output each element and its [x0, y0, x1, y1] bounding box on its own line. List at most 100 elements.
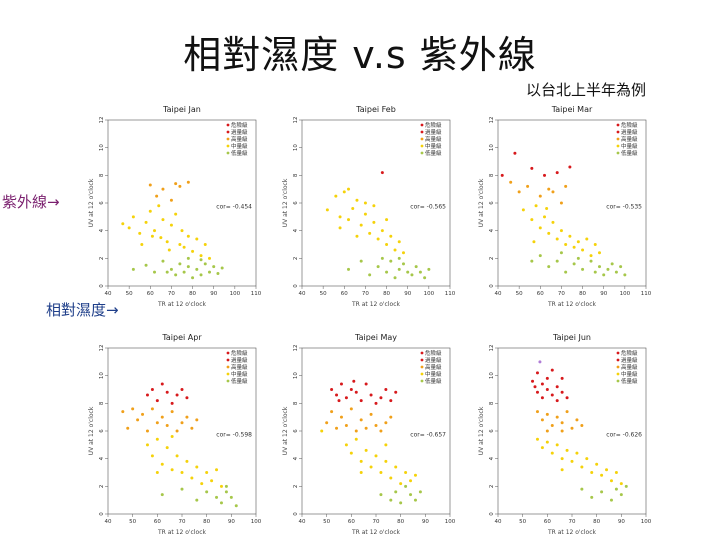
data-point	[153, 229, 157, 233]
data-point	[560, 457, 564, 461]
data-point	[180, 229, 184, 233]
y-axis-label: UV at 12 o'clock	[282, 406, 289, 455]
data-point	[545, 207, 549, 211]
data-point	[145, 443, 149, 447]
data-point	[540, 446, 544, 450]
data-point	[368, 273, 372, 277]
data-point	[619, 493, 623, 497]
uv-callout-text: 紫外線	[2, 193, 48, 211]
chart-panel-jun: Taipei Jun 40 50 60 70 80 90 100 0 2 4 6 8 10 12 TR at …	[476, 328, 652, 540]
data-point	[190, 426, 194, 430]
data-point	[161, 218, 165, 222]
data-point	[335, 426, 339, 430]
legend-marker	[226, 372, 230, 376]
data-point	[500, 173, 504, 177]
data-point	[155, 421, 159, 425]
data-point	[359, 259, 363, 263]
data-point	[364, 382, 368, 386]
scatter-plot: Taipei Feb 40 50 60 70 80 90 100 110 0 2 4 6 8 10 12 TR …	[282, 105, 456, 308]
y-tick-label: 8	[293, 173, 299, 177]
data-point	[165, 240, 169, 244]
data-point	[585, 457, 589, 461]
data-point	[191, 276, 195, 280]
x-tick-label: 80	[397, 519, 404, 525]
legend-label: 過量級	[621, 128, 638, 136]
data-point	[389, 498, 393, 502]
data-point	[397, 267, 401, 271]
data-point	[555, 385, 559, 389]
data-point	[600, 490, 604, 494]
legend-marker	[420, 365, 424, 369]
data-point	[178, 262, 182, 266]
x-tick-label: 60	[147, 291, 154, 297]
data-point	[364, 426, 368, 430]
data-point	[389, 234, 393, 238]
slide-title: 相對濕度 v.s 紫外線	[183, 33, 537, 77]
data-point	[384, 421, 388, 425]
y-tick-label: 6	[99, 201, 105, 205]
data-point	[593, 243, 597, 246]
data-point	[555, 443, 559, 447]
y-tick-label: 0	[293, 284, 299, 288]
x-tick-label: 70	[558, 291, 565, 297]
data-point	[379, 396, 383, 400]
data-point	[614, 270, 618, 274]
data-point	[344, 396, 348, 400]
y-tick-label: 4	[489, 456, 495, 460]
x-tick-label: 40	[299, 291, 306, 297]
y-axis-label: UV at 12 o'clock	[478, 178, 485, 227]
y-tick-label: 6	[293, 429, 299, 433]
data-point	[545, 388, 549, 391]
legend-label: 高量級	[621, 363, 638, 371]
data-point	[352, 379, 356, 383]
data-point	[368, 231, 372, 235]
data-point	[180, 421, 184, 425]
legend-marker	[226, 123, 230, 127]
chart-title: Taipei Jun	[552, 333, 591, 342]
x-tick-label: 90	[422, 519, 429, 525]
y-tick-label: 2	[99, 257, 105, 261]
data-point	[389, 415, 393, 419]
data-point	[619, 265, 623, 269]
x-tick-label: 90	[228, 519, 235, 525]
data-point	[160, 382, 164, 386]
y-tick-label: 2	[293, 485, 299, 489]
legend-label: 高量級	[425, 135, 442, 143]
data-point	[526, 184, 530, 188]
y-tick-label: 8	[489, 173, 495, 177]
data-point	[354, 429, 358, 433]
data-point	[545, 440, 549, 444]
legend-label: 高量級	[621, 135, 638, 143]
data-point	[560, 468, 564, 472]
data-point	[150, 407, 154, 411]
data-point	[399, 482, 403, 486]
data-point	[186, 180, 190, 184]
data-point	[347, 267, 351, 271]
legend-marker	[420, 151, 424, 155]
legend-marker	[420, 358, 424, 362]
legend-marker	[420, 379, 424, 383]
data-point	[160, 493, 164, 497]
data-point	[404, 471, 408, 474]
data-point	[385, 218, 389, 222]
data-point	[220, 266, 224, 270]
legend-label: 過量級	[425, 356, 442, 364]
data-point	[551, 190, 555, 194]
legend-label: 中量級	[231, 142, 248, 150]
data-point	[543, 215, 547, 219]
data-point	[418, 270, 422, 274]
data-point	[572, 245, 576, 249]
y-axis-label: UV at 12 o'clock	[478, 406, 485, 455]
data-point	[126, 426, 130, 430]
data-point	[330, 410, 334, 414]
data-point	[320, 429, 324, 433]
y-tick-label: 10	[489, 372, 495, 379]
data-point	[376, 265, 380, 269]
data-point	[534, 204, 538, 208]
x-tick-label: 80	[579, 291, 586, 297]
legend-marker	[226, 137, 230, 141]
chart-title: Taipei May	[354, 333, 397, 342]
data-point	[585, 237, 589, 241]
data-point	[550, 393, 554, 397]
rh-axis-callout: 相對濕度→	[46, 299, 119, 320]
